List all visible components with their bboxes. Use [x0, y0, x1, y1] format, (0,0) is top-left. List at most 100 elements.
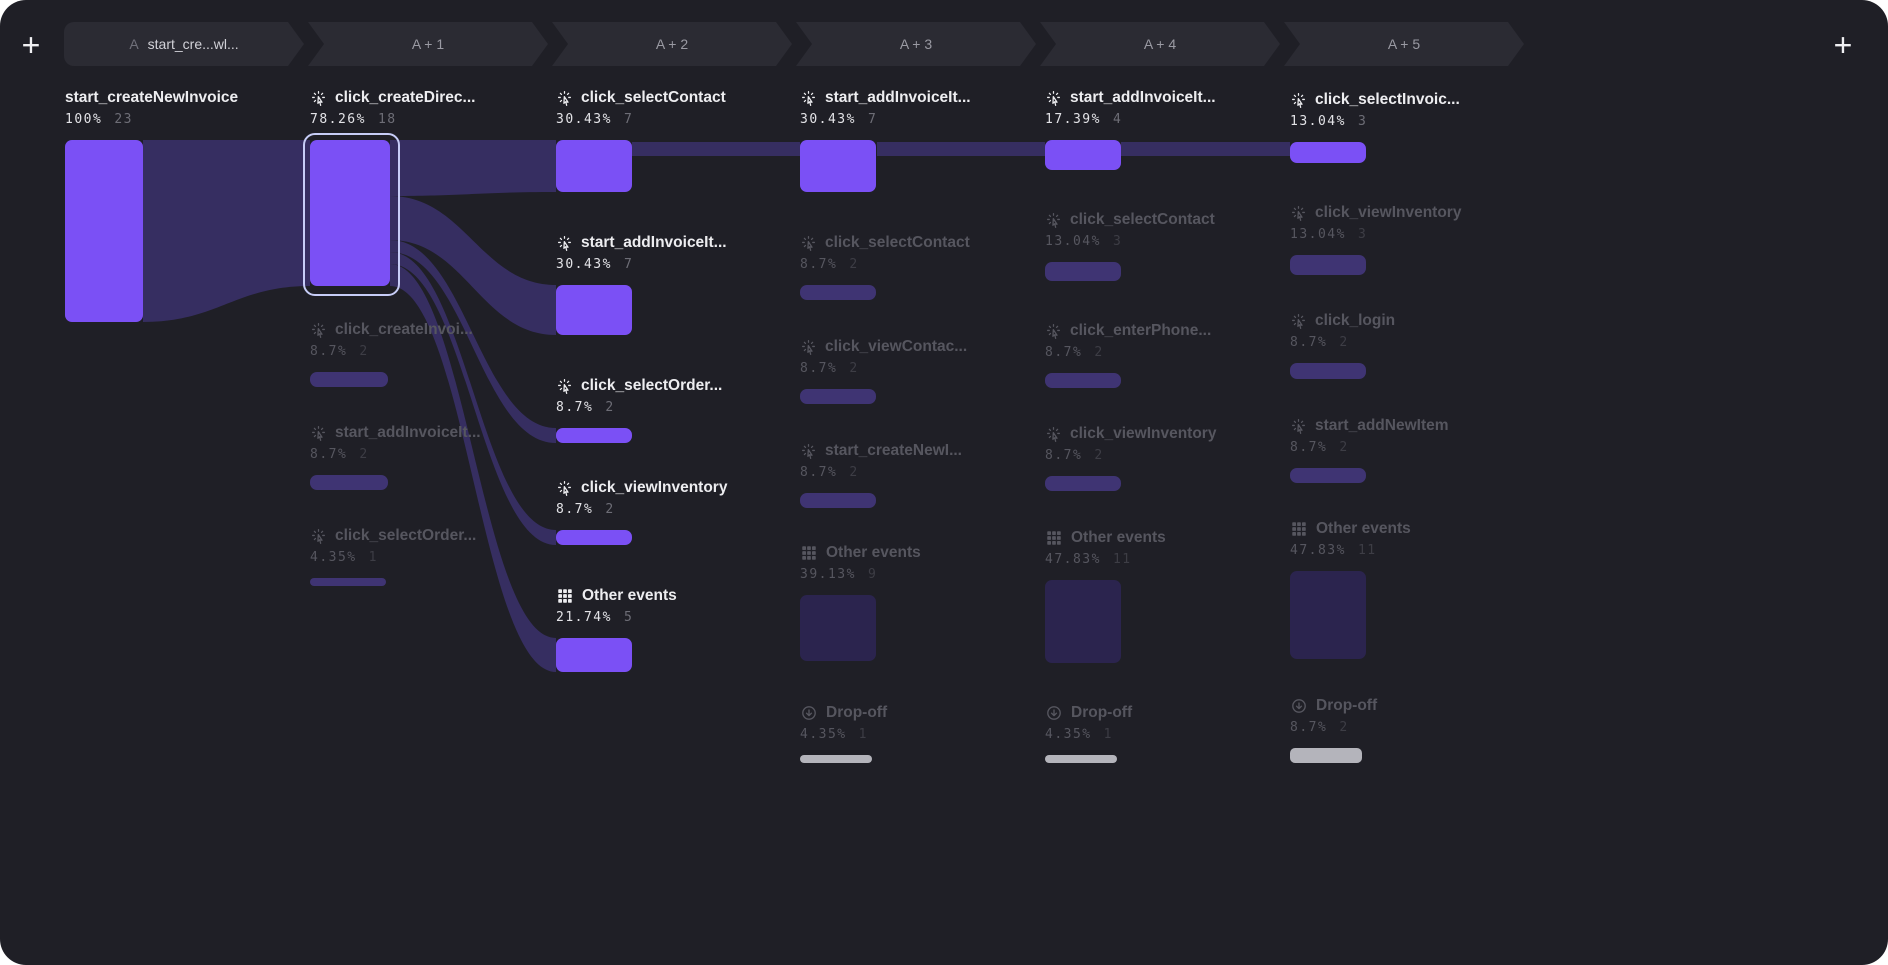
event-node[interactable]: click_selectContact 8.7% 2: [800, 231, 1036, 300]
event-node[interactable]: click_viewInventory 8.7% 2: [556, 476, 792, 545]
event-percent: 8.7%: [1290, 720, 1328, 735]
dropoff-node[interactable]: Drop-off 8.7% 2: [1290, 694, 1526, 763]
event-count: 2: [605, 400, 615, 415]
event-bar[interactable]: [310, 578, 386, 586]
event-node[interactable]: click_viewInventory 8.7% 2: [1045, 422, 1281, 491]
event-bar[interactable]: [800, 755, 872, 763]
step-chip-a1[interactable]: A + 1: [308, 22, 548, 66]
event-node[interactable]: start_addInvoiceIt... 30.43% 7: [800, 86, 1036, 192]
event-node[interactable]: click_viewInventory 13.04% 3: [1290, 201, 1526, 275]
event-bar[interactable]: [556, 140, 632, 192]
flow-ribbon: [390, 196, 556, 335]
event-node[interactable]: click_createInvoi... 8.7% 2: [310, 318, 546, 387]
event-title: start_addInvoiceIt...: [310, 421, 546, 445]
event-bar[interactable]: [1290, 363, 1366, 379]
event-title: click_selectInvoic...: [1290, 88, 1526, 112]
event-bar[interactable]: [556, 638, 632, 672]
step-chip-a4[interactable]: A + 4: [1040, 22, 1280, 66]
event-node[interactable]: click_selectContact 30.43% 7: [556, 86, 792, 192]
event-count: 9: [867, 567, 878, 582]
event-node[interactable]: Other events 21.74% 5: [556, 584, 792, 672]
event-bar[interactable]: [1290, 255, 1366, 275]
event-bar[interactable]: [1045, 755, 1117, 763]
dropoff-node[interactable]: Drop-off 4.35% 1: [800, 701, 1036, 763]
event-count: 2: [849, 465, 859, 480]
step-chip-a3[interactable]: A + 3: [796, 22, 1036, 66]
event-title: Drop-off: [1290, 694, 1526, 718]
event-stats: 4.35% 1: [310, 550, 546, 570]
step-chip-a[interactable]: A start_cre...wl...: [64, 22, 304, 66]
event-node[interactable]: start_addInvoiceIt... 17.39% 4: [1045, 86, 1281, 170]
event-count: 5: [623, 610, 634, 625]
event-count: 2: [1339, 440, 1349, 455]
step-chip-a2[interactable]: A + 2: [552, 22, 792, 66]
event-node[interactable]: start_addInvoiceIt... 8.7% 2: [310, 421, 546, 490]
event-node[interactable]: Other events 47.83% 11: [1045, 526, 1281, 663]
event-node[interactable]: start_createNewInvoice 100% 23: [65, 86, 301, 322]
event-bar[interactable]: [1045, 373, 1121, 388]
event-name: Other events: [582, 587, 677, 604]
add-step-left-button[interactable]: +: [12, 26, 50, 64]
event-name: Drop-off: [1316, 697, 1378, 714]
event-stats: 78.26% 18: [310, 112, 546, 132]
event-name: click_selectInvoic...: [1315, 91, 1460, 108]
dropoff-node[interactable]: Drop-off 4.35% 1: [1045, 701, 1281, 763]
event-node[interactable]: Other events 47.83% 11: [1290, 517, 1526, 659]
event-name: click_viewInventory: [1315, 204, 1462, 221]
event-node[interactable]: click_selectContact 13.04% 3: [1045, 208, 1281, 281]
event-title: click_viewInventory: [1045, 422, 1281, 446]
event-node[interactable]: click_selectOrder... 4.35% 1: [310, 524, 546, 586]
event-bar[interactable]: [556, 285, 632, 335]
event-bar[interactable]: [1045, 476, 1121, 491]
event-node[interactable]: click_login 8.7% 2: [1290, 309, 1526, 379]
event-bar[interactable]: [556, 428, 632, 443]
event-node[interactable]: click_viewContac... 8.7% 2: [800, 335, 1036, 404]
event-name: Other events: [1316, 520, 1411, 537]
step-label: A + 1: [411, 36, 445, 52]
event-name: start_addInvoiceIt...: [825, 89, 971, 106]
event-percent: 8.7%: [556, 400, 594, 415]
click-icon: [312, 425, 325, 441]
event-name: click_selectOrder...: [335, 527, 477, 544]
event-percent: 21.74%: [556, 610, 612, 625]
step-chip-a5[interactable]: A + 5: [1284, 22, 1524, 66]
event-stats: 8.7% 2: [310, 447, 546, 467]
event-title: click_selectContact: [556, 86, 792, 110]
event-node[interactable]: start_addInvoiceIt... 30.43% 7: [556, 231, 792, 335]
event-bar[interactable]: [800, 140, 876, 192]
event-count: 3: [1112, 234, 1123, 249]
event-bar[interactable]: [800, 285, 876, 300]
event-bar[interactable]: [800, 493, 876, 508]
event-percent: 8.7%: [1045, 448, 1083, 463]
event-bar[interactable]: [65, 140, 143, 322]
event-bar[interactable]: [1290, 571, 1366, 659]
event-bar[interactable]: [1290, 468, 1366, 483]
event-name: start_addInvoiceIt...: [581, 234, 727, 251]
event-percent: 47.83%: [1290, 543, 1346, 558]
event-name: click_enterPhone...: [1070, 322, 1212, 339]
event-title: click_enterPhone...: [1045, 319, 1281, 343]
event-stats: 13.04% 3: [1045, 234, 1281, 254]
event-bar[interactable]: [800, 595, 876, 661]
event-bar[interactable]: [310, 140, 390, 286]
event-node[interactable]: start_addNewItem 8.7% 2: [1290, 414, 1526, 483]
event-title: click_createDirec...: [310, 86, 546, 110]
event-node[interactable]: Other events 39.13% 9: [800, 541, 1036, 661]
event-title: click_createInvoi...: [310, 318, 546, 342]
event-bar[interactable]: [310, 372, 388, 387]
event-node[interactable]: click_selectInvoic... 13.04% 3: [1290, 88, 1526, 163]
event-bar[interactable]: [310, 475, 388, 490]
event-node[interactable]: start_createNewI... 8.7% 2: [800, 439, 1036, 508]
event-bar[interactable]: [1045, 262, 1121, 281]
event-bar[interactable]: [1290, 748, 1362, 763]
event-node[interactable]: click_enterPhone... 8.7% 2: [1045, 319, 1281, 388]
click-icon: [1047, 426, 1060, 442]
event-node[interactable]: click_createDirec... 78.26% 18: [310, 86, 546, 286]
event-bar[interactable]: [1290, 142, 1366, 163]
event-bar[interactable]: [556, 530, 632, 545]
event-bar[interactable]: [1045, 140, 1121, 170]
add-step-right-button[interactable]: +: [1824, 26, 1862, 64]
event-bar[interactable]: [1045, 580, 1121, 663]
event-node[interactable]: click_selectOrder... 8.7% 2: [556, 374, 792, 443]
event-bar[interactable]: [800, 389, 876, 404]
